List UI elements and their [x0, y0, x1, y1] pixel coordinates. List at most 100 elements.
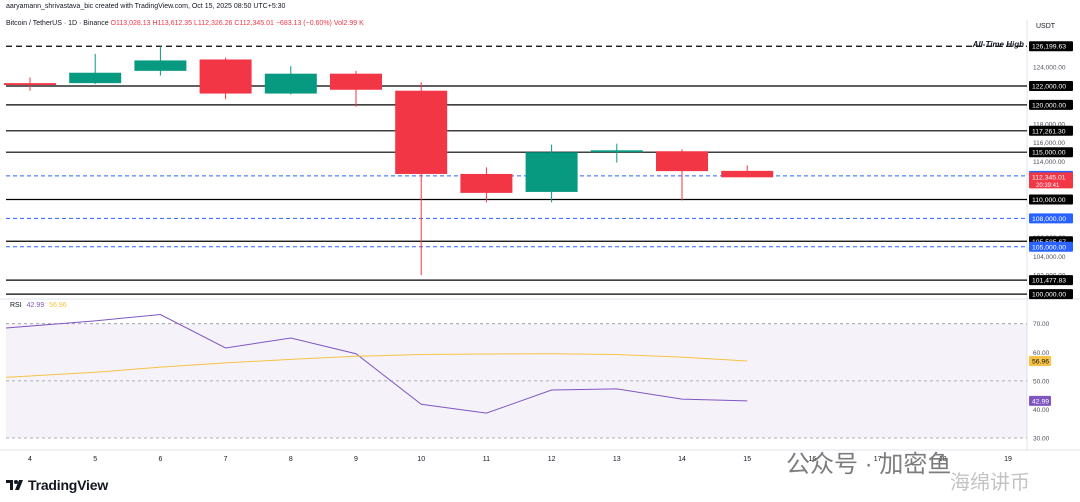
price-axis: 102,000.00104,000.00106,000.00108,000.00…: [1029, 41, 1073, 443]
level-price-tag: 115,000.00: [1029, 147, 1073, 158]
candle-body: [199, 59, 252, 94]
level-price-tag: 122,000.00: [1029, 80, 1073, 91]
time-tick-label: 8: [289, 456, 293, 463]
ath-annotation: All-Time High: [972, 40, 1025, 49]
level-tag-label: 100,000.00: [1032, 292, 1066, 299]
level-tag-bg: [1029, 194, 1073, 205]
level-price-tag: 126,199.63: [1029, 41, 1073, 52]
candle: [656, 149, 708, 201]
rsi-legend-value: 42.99: [26, 302, 45, 309]
level-tag-label: 110,000.00: [1032, 197, 1066, 204]
level-tag-bg: [1029, 147, 1073, 158]
time-tick-label: 15: [743, 456, 751, 463]
candle: [330, 70, 382, 107]
time-axis: 4 5 6 7 8 9 10 11 12 13 14 15 16 17 18 19: [28, 456, 1012, 463]
candle-body: [525, 152, 578, 192]
rsi-ma-legend-value: 56.96: [49, 302, 67, 309]
watermark-sub: 海绵讲币: [950, 472, 1030, 494]
grid: [0, 20, 1080, 451]
candle-body: [264, 73, 317, 94]
level-price-tag: 101,477.83: [1029, 275, 1073, 286]
level-price-tag: 120,000.00: [1029, 99, 1073, 110]
candle: [4, 77, 56, 91]
tradingview-brand: TradingView: [28, 477, 109, 493]
time-tick-label: 11: [483, 456, 490, 463]
time-tick-label: 4: [28, 456, 32, 463]
time-tick-label: 9: [354, 456, 358, 463]
level-price-tag: 105,000.00: [1029, 241, 1073, 252]
rsi-tick-label: 30.00: [1033, 436, 1050, 443]
rsi-legend-title: RSI: [10, 302, 22, 309]
rsi-tag-bg: [1029, 395, 1051, 406]
rsi-tick-label: 40.00: [1033, 407, 1050, 414]
time-tick-label: 14: [678, 456, 686, 463]
price-tick-label: 118,000.00: [1033, 121, 1065, 128]
time-tick-label: 6: [158, 456, 162, 463]
candle-body: [4, 83, 56, 86]
time-tick-label: 5: [93, 456, 97, 463]
tradingview-logo[interactable]: TradingView: [6, 477, 108, 493]
candle: [395, 82, 448, 276]
candle: [69, 53, 122, 85]
level-tag-bg: [1029, 289, 1073, 300]
rsi-tick-label: 60.00: [1033, 350, 1050, 357]
candle-body: [656, 151, 708, 172]
currency-label: USDT: [1036, 23, 1056, 30]
symbol-info: Bitcoin / TetherUS · 1D · Binance O113,0…: [6, 20, 364, 27]
time-tick-label: 12: [548, 456, 556, 463]
time-tick-label: 13: [613, 456, 621, 463]
rsi-pane: [5, 314, 1027, 439]
level-tag-label: 115,000.00: [1032, 150, 1066, 157]
candle: [721, 165, 774, 178]
price-chart[interactable]: 102,000.00104,000.00106,000.00108,000.00…: [0, 0, 1080, 470]
candle-body: [590, 150, 643, 153]
time-tick-label: 10: [417, 456, 425, 463]
level-tag-bg: [1029, 275, 1073, 286]
time-tick-label: 16: [809, 456, 817, 463]
rsi-tick-label: 50.00: [1033, 378, 1050, 385]
level-tag-label: 122,000.00: [1032, 83, 1066, 90]
price-tick-label: 114,000.00: [1033, 159, 1065, 166]
level-tag-label: 120,000.00: [1032, 102, 1066, 109]
level-price-tag: 117,261.30: [1029, 125, 1073, 136]
candle: [134, 46, 187, 76]
candle-body: [395, 90, 448, 174]
time-tick-label: 7: [224, 456, 228, 463]
rsi-line: [5, 314, 748, 414]
wechat-watermark: 公众号 · 加密鱼: [786, 451, 952, 478]
level-price-tag: 110,000.00: [1029, 194, 1073, 205]
level-tag-bg: [1029, 241, 1073, 252]
candle-body: [134, 60, 187, 71]
level-tag-label: 105,000.00: [1032, 244, 1066, 251]
rsi-value-tag: 42.99: [1029, 395, 1051, 406]
candle-body: [330, 73, 382, 90]
symbol-name[interactable]: Bitcoin / TetherUS · 1D · Binance: [6, 20, 109, 27]
candle-body: [460, 173, 513, 193]
rsi-ma-value-tag: 56.96: [1029, 355, 1051, 366]
candles: [4, 46, 774, 276]
ohlc-values: O113,028.13 H113,612.35 L112,326.26 C112…: [110, 20, 364, 27]
tradingview-logo-icon: [6, 478, 24, 492]
level-price-tag: 108,000.00: [1029, 213, 1073, 224]
rsi-tag-label: 56.96: [1032, 358, 1049, 365]
level-tag-label: 108,000.00: [1032, 216, 1066, 223]
candle: [525, 144, 578, 203]
level-tag-label: 101,477.83: [1032, 278, 1066, 285]
last-price-label: 112,345.01: [1032, 175, 1066, 182]
last-price-bg: [1029, 172, 1073, 189]
rsi-legend[interactable]: RSI 42.99 56.96: [10, 302, 67, 309]
rsi-tag-bg: [1029, 355, 1051, 366]
level-tag-bg: [1029, 80, 1073, 91]
countdown-label: 20:39:41: [1036, 183, 1060, 189]
level-tag-label: 126,199.63: [1032, 44, 1066, 51]
level-price-tag: 100,000.00: [1029, 289, 1073, 300]
rsi-tag-label: 42.99: [1032, 398, 1049, 405]
time-tick-label: 17: [874, 456, 882, 463]
time-tick-label: 18: [939, 456, 947, 463]
rsi-ma-line: [5, 353, 748, 378]
level-tag-bg: [1029, 125, 1073, 136]
candle: [460, 167, 513, 203]
candle: [199, 57, 252, 100]
candle: [264, 66, 317, 95]
price-tick-label: 104,000.00: [1033, 254, 1066, 261]
